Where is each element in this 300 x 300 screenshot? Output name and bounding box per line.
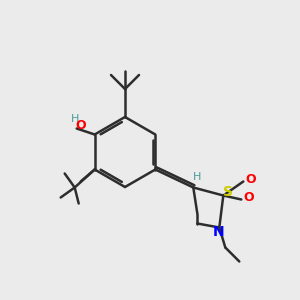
Text: O: O bbox=[75, 119, 86, 132]
Text: N: N bbox=[212, 224, 224, 239]
Text: O: O bbox=[245, 173, 256, 186]
Text: S: S bbox=[223, 184, 233, 199]
Text: H: H bbox=[193, 172, 202, 182]
Text: O: O bbox=[243, 191, 254, 204]
Text: H: H bbox=[70, 113, 79, 124]
